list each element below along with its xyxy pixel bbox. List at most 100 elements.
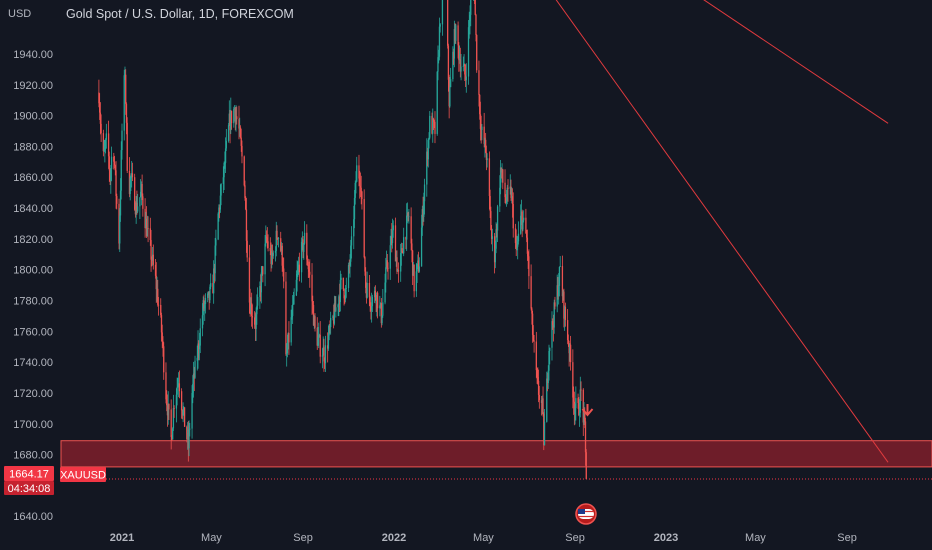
candle: [255, 307, 257, 341]
candle: [370, 292, 373, 323]
candle: [553, 299, 555, 334]
trendline-2[interactable]: [647, 0, 889, 124]
candle: [104, 139, 106, 163]
candle: [209, 284, 211, 304]
candle: [354, 180, 356, 205]
candle: [525, 208, 527, 234]
y-tick-label: 1760.00: [13, 326, 53, 338]
candle: [566, 309, 569, 344]
candle: [455, 24, 457, 45]
candle: [157, 297, 160, 316]
candle: [353, 205, 355, 250]
price-axis[interactable]: 1640.001660.001680.001700.001720.001740.…: [13, 49, 53, 523]
candle: [376, 292, 378, 317]
candle: [429, 111, 431, 140]
candle: [300, 237, 303, 283]
candle: [506, 184, 508, 205]
candle: [265, 225, 267, 247]
candle: [172, 427, 174, 440]
candle: [302, 235, 304, 259]
trendline-1[interactable]: [507, 0, 889, 463]
symbol-tag: XAUUSD: [60, 467, 106, 482]
candle: [563, 288, 565, 328]
candle: [411, 249, 414, 286]
candle: [394, 217, 397, 262]
candle: [116, 193, 118, 210]
candle: [537, 367, 539, 385]
y-tick-label: 1840.00: [13, 203, 53, 215]
candle: [438, 49, 440, 64]
candle: [272, 250, 274, 259]
support-zone[interactable]: [60, 440, 932, 468]
candle: [224, 137, 227, 173]
candle: [426, 138, 428, 197]
candle: [360, 175, 362, 205]
candle: [363, 189, 365, 259]
candle: [547, 365, 549, 389]
candle: [271, 244, 274, 265]
candle: [573, 391, 575, 426]
candle: [139, 179, 142, 198]
candle: [449, 67, 452, 88]
candle: [266, 227, 268, 249]
candle: [423, 178, 426, 215]
candle: [207, 291, 209, 303]
candle: [353, 190, 356, 229]
candle: [204, 300, 206, 321]
candle: [286, 334, 289, 358]
x-tick-label: 2021: [110, 532, 134, 544]
candle: [469, 5, 471, 35]
candle: [218, 204, 220, 222]
candle: [249, 288, 251, 317]
candle: [517, 221, 520, 245]
candle: [481, 124, 483, 141]
y-tick-label: 1860.00: [13, 172, 53, 184]
candle: [453, 20, 456, 68]
candle: [182, 402, 184, 423]
candle: [311, 263, 313, 315]
us-flag-icon[interactable]: [575, 503, 597, 525]
candle: [507, 179, 509, 202]
candle: [569, 343, 571, 362]
candle: [301, 231, 303, 251]
candle: [201, 303, 204, 337]
candle: [574, 403, 576, 425]
candle: [208, 291, 210, 310]
candle: [245, 196, 247, 211]
candle: [575, 386, 577, 421]
candle: [324, 335, 327, 373]
candle: [178, 370, 181, 399]
candle: [113, 155, 116, 169]
candle: [412, 261, 415, 276]
candle: [293, 288, 295, 305]
candle: [490, 206, 492, 231]
candle: [180, 388, 183, 419]
candle: [181, 409, 184, 420]
candle: [457, 21, 459, 59]
candle: [530, 264, 532, 311]
candle: [108, 151, 110, 182]
candle: [107, 120, 110, 169]
candle: [147, 216, 149, 243]
candle: [358, 154, 360, 187]
candle: [100, 114, 102, 142]
candle: [322, 336, 324, 356]
y-tick-label: 1880.00: [13, 141, 53, 153]
candle: [312, 301, 315, 326]
candle: [512, 192, 514, 238]
candle: [234, 106, 236, 131]
candle: [385, 257, 387, 293]
candle: [229, 109, 231, 144]
y-tick-label: 1920.00: [13, 80, 53, 92]
candle: [395, 250, 397, 267]
red-arrow-down-icon: [581, 404, 594, 417]
time-axis[interactable]: 2021 May Sep 2022 May Sep 2023 May Sep: [110, 532, 857, 544]
candle: [262, 266, 264, 283]
last-price-tag-bg: [4, 466, 54, 481]
candle: [421, 205, 423, 236]
candle: [540, 396, 543, 416]
candle: [348, 259, 350, 274]
candle: [485, 132, 487, 154]
